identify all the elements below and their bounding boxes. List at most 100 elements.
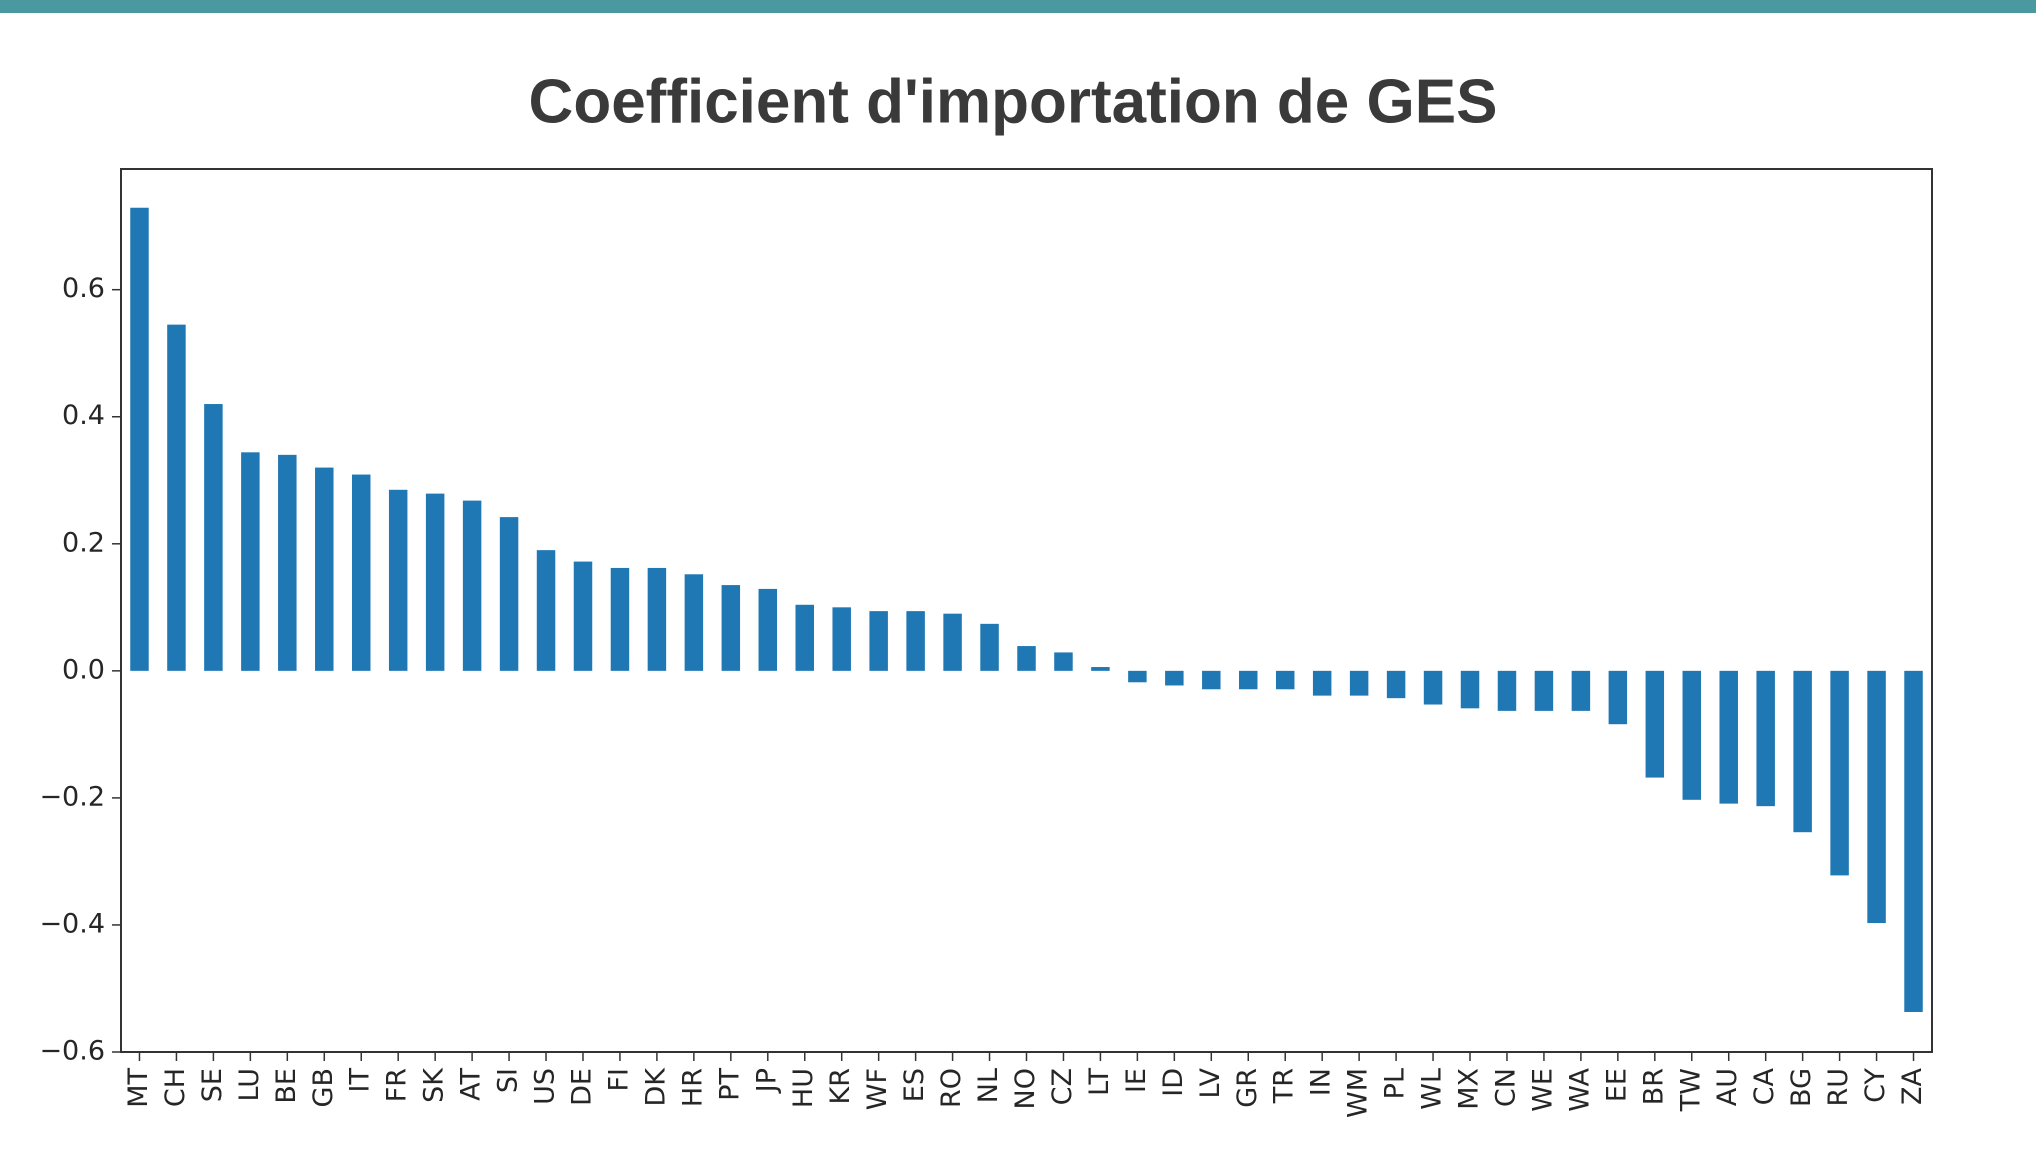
y-tick-label: 0.4 xyxy=(62,400,105,431)
x-tick-label: FR xyxy=(382,1068,413,1102)
bar xyxy=(1349,670,1369,696)
bar xyxy=(425,493,445,671)
x-tick-label: BG xyxy=(1786,1068,1817,1107)
x-tick-label: RO xyxy=(936,1068,967,1108)
x-tick-label: LU xyxy=(234,1068,265,1101)
y-tick-label: −0.6 xyxy=(39,1036,105,1067)
x-tick-label: AU xyxy=(1712,1068,1743,1106)
x-tick-label: CN xyxy=(1490,1068,1521,1107)
bar xyxy=(1239,670,1258,690)
x-tick-label: ZA xyxy=(1897,1067,1928,1104)
x-tick-label: SI xyxy=(493,1068,524,1093)
bar xyxy=(351,474,371,671)
bar xyxy=(1128,670,1147,683)
x-tick-label: WL xyxy=(1417,1068,1448,1110)
x-tick-label: ES xyxy=(899,1068,930,1102)
bar xyxy=(241,452,260,671)
bar xyxy=(315,467,334,671)
chart-title: Coefficient d'importation de GES xyxy=(529,67,1498,136)
x-tick-label: CH xyxy=(160,1068,191,1107)
x-tick-label: DE xyxy=(566,1068,597,1106)
bar xyxy=(647,567,667,671)
bar xyxy=(684,574,704,671)
bar xyxy=(1830,670,1849,876)
x-tick-label: AT xyxy=(456,1068,487,1101)
y-tick-label: 0.0 xyxy=(62,654,105,685)
bar xyxy=(1719,670,1738,804)
bar xyxy=(1423,670,1443,705)
y-tick-label: −0.4 xyxy=(39,908,105,939)
bar xyxy=(278,454,297,671)
y-tick-label: 0.6 xyxy=(62,273,105,304)
bar xyxy=(832,607,851,671)
x-tick-label: WF xyxy=(862,1068,893,1110)
bar xyxy=(1017,646,1036,671)
bar xyxy=(204,404,223,671)
bar xyxy=(1534,670,1554,711)
x-tick-label: BE xyxy=(271,1068,302,1104)
x-tick-label: BR xyxy=(1638,1068,1669,1105)
x-tick-label: TW xyxy=(1675,1068,1706,1112)
x-tick-label: WA xyxy=(1564,1067,1595,1111)
x-tick-label: KR xyxy=(825,1068,856,1104)
bar xyxy=(1608,670,1628,725)
x-tick-label: IN xyxy=(1306,1068,1337,1096)
bar xyxy=(721,585,741,671)
x-tick-label: PL xyxy=(1380,1068,1411,1099)
plot-frame xyxy=(120,168,1933,1053)
x-tick-label: WM xyxy=(1343,1068,1374,1118)
bar xyxy=(869,611,888,671)
x-tick-label: HR xyxy=(677,1068,708,1107)
x-tick-label: CZ xyxy=(1047,1068,1078,1105)
bar xyxy=(573,561,593,671)
x-tick-label: SK xyxy=(419,1067,450,1103)
bar xyxy=(1756,670,1775,807)
bar xyxy=(1460,670,1480,709)
bar xyxy=(1571,670,1591,711)
x-tick-label: HU xyxy=(788,1068,819,1108)
x-tick-label: CY xyxy=(1860,1067,1891,1102)
bar xyxy=(536,550,556,671)
bar xyxy=(1386,670,1406,699)
top-bar xyxy=(0,0,2036,13)
x-tick-label: SE xyxy=(197,1068,228,1102)
x-tick-label: DK xyxy=(640,1067,671,1107)
x-tick-label: RU xyxy=(1823,1068,1854,1107)
y-tick-label: −0.2 xyxy=(39,781,105,812)
bar xyxy=(610,567,630,671)
bar xyxy=(462,500,482,671)
x-tick-label: IT xyxy=(345,1068,376,1093)
x-tick-label: NO xyxy=(1010,1068,1041,1109)
bar xyxy=(1165,670,1184,686)
x-tick-label: WE xyxy=(1527,1068,1558,1112)
x-tick-label: NL xyxy=(973,1068,1004,1103)
bar xyxy=(1312,670,1332,696)
bar xyxy=(1645,670,1665,778)
x-tick-label: LV xyxy=(1195,1067,1226,1098)
x-tick-label: PT xyxy=(714,1067,745,1100)
bar xyxy=(1904,670,1923,1012)
x-tick-label: GR xyxy=(1232,1068,1263,1108)
bar xyxy=(1497,670,1517,711)
bar xyxy=(130,207,149,671)
bar xyxy=(1867,670,1886,924)
bar xyxy=(1091,667,1110,671)
x-tick-label: MX xyxy=(1454,1068,1485,1110)
x-tick-label: TR xyxy=(1269,1068,1300,1104)
y-tick-label: 0.2 xyxy=(62,527,105,558)
x-tick-label: US xyxy=(530,1068,561,1105)
bar xyxy=(388,489,408,671)
x-tick-label: EE xyxy=(1601,1068,1632,1102)
x-tick-label: GB xyxy=(308,1068,339,1107)
bar xyxy=(906,611,925,671)
x-tick-label: MT xyxy=(123,1068,154,1108)
bar xyxy=(758,588,778,671)
x-tick-label: ID xyxy=(1158,1068,1189,1097)
bar xyxy=(943,613,962,671)
bar xyxy=(1682,670,1702,800)
bar xyxy=(1793,670,1812,833)
bar xyxy=(167,324,186,671)
bar xyxy=(1054,652,1073,671)
x-tick-label: IE xyxy=(1121,1068,1152,1093)
